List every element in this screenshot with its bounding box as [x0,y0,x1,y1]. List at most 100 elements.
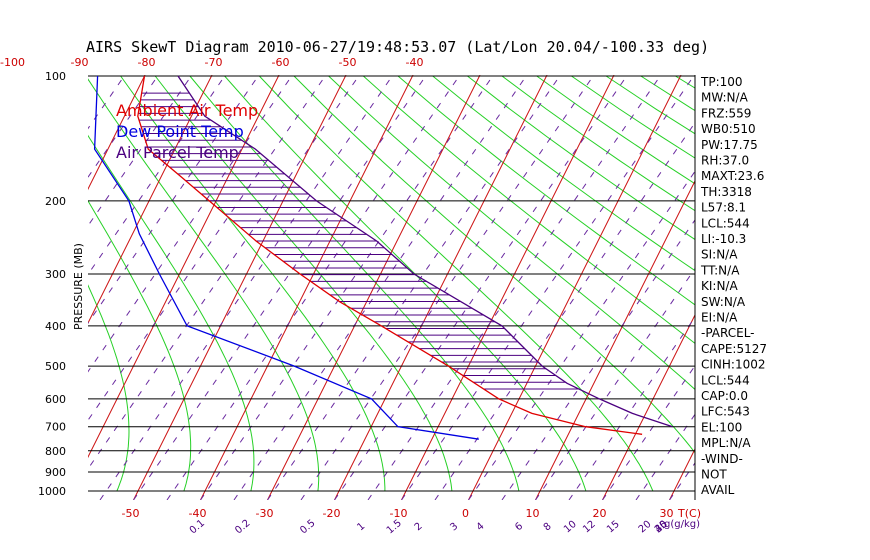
bottom-tick-label: -30 [256,507,274,520]
dry-adiabat [120,75,386,491]
index-label: PW:17.75 [701,138,758,152]
bottom-tick-label: -40 [189,507,207,520]
mixing-ratio-tick-label: 12 [581,519,598,536]
isotherm [468,75,682,500]
top-tick-label: -40 [406,56,424,69]
mixing-ratio-line [602,364,695,500]
mixing-ratio-line [501,219,695,500]
y-tick-label: 700 [45,421,66,434]
top-tick-label: -60 [272,56,290,69]
legend-entry: Dew Point Temp [116,122,244,141]
mixing-ratio-line [401,75,695,500]
mixing-ratio-tick-label: 1 [355,521,367,534]
legend: Ambient Air Temp Dew Point Temp Air Parcel… [116,101,258,162]
isotherm [669,447,695,500]
x-axis-label: T(C) [677,507,701,520]
mixing-ratio-line [233,75,528,500]
mixing-ratio-line [468,170,695,500]
isotherm [0,75,78,500]
index-label: LCL:544 [701,373,750,387]
legend-entry: Air Parcel Temp [116,143,239,162]
bottom-tick-label: 30 [660,507,674,520]
y-axis: 100 200 300 400 500 600 700 800 900 1000 [38,70,66,498]
dry-adiabat [745,76,870,491]
mixing-ratio-line [334,75,628,500]
dry-adiabat [397,75,695,306]
index-label: LCL:544 [701,216,750,230]
mixing-ratio-tick-label: 3 [448,521,460,534]
index-label: SI:N/A [701,248,738,262]
mixing-ratio-line [434,121,695,500]
bottom-tick-label: -50 [122,507,140,520]
index-label: EI:N/A [701,311,738,325]
index-label: CAP:0.0 [701,389,748,403]
y-tick-label: 1000 [38,485,66,498]
index-label: MW:N/A [701,91,749,105]
index-label: SW:N/A [701,295,746,309]
isotherm [0,75,11,500]
dry-adiabat [224,75,587,492]
bottom-tick-label: -20 [323,507,341,520]
mixing-ratio-tick-label: 1.5 [385,518,404,537]
mixing-ratio-line [200,75,494,500]
bottom-axis: -50 -40 -30 -20 -10 0 10 20 30 [122,507,674,520]
series-line [137,75,643,435]
index-label: TT:N/A [700,263,740,277]
bottom-tick-label: 0 [462,507,469,520]
dry-adiabat [88,134,255,492]
isotherm [88,75,146,191]
index-label: LI:-10.3 [701,232,746,246]
y-tick-label: 600 [45,393,66,406]
mixing-ratio-tick-label: 8 [542,521,554,534]
top-tick-label: -80 [138,56,156,69]
isotherm [804,75,870,500]
index-label: NOT [701,468,727,482]
isotherm [334,75,548,500]
dry-adiabat [328,75,695,391]
index-label: TH:3318 [700,185,752,199]
bottom-tick-label: 20 [593,507,607,520]
isotherm [602,313,695,500]
y-tick-label: 100 [45,70,66,83]
mixing-ratio-line [99,75,394,500]
dry-adiabat [258,75,654,492]
top-tick-label: -70 [205,56,223,69]
index-label: L57:8.1 [701,201,746,215]
mixing-ratio-tick-label: 0.2 [233,518,252,537]
y-tick-label: 500 [45,360,66,373]
index-label: AVAIL [701,483,735,497]
mixing-ratio-line [88,75,360,470]
index-label: MAXT:23.6 [701,169,764,183]
mixing-ratio-tick-label: 0.1 [188,518,207,537]
mixing-ratio-line [535,267,695,500]
dry-adiabat [501,75,695,212]
mixing-ratio-tick-label: 20 [637,519,654,536]
isotherm [401,75,615,500]
mixing-ratio-line [166,75,461,500]
top-tick-label: -100 [0,56,25,69]
mixing-ratio-line [0,75,24,500]
index-label: KI:N/A [701,279,738,293]
mixing-ratio-line [635,413,695,500]
y-axis-label: PRESSURE (MB) [72,243,85,330]
isotherm [133,75,347,500]
mixing-ratio-line [669,462,695,500]
series-line [177,75,673,428]
isotherm [267,75,481,500]
index-label: LFC:543 [701,405,750,419]
series-lines [93,75,673,440]
isotherm [535,179,695,500]
dry-adiabat [814,76,870,491]
dry-adiabat [293,75,695,454]
mixing-ratio-tick-label: 10 [562,519,579,536]
index-label: EL:100 [701,420,742,434]
mixing-ratio-tick-label: 6 [513,521,525,534]
bottom-tick-label: -10 [390,507,408,520]
index-label: MPL:N/A [701,436,751,450]
y-tick-label: 900 [45,466,66,479]
chart-title: AIRS SkewT Diagram 2010-06-27/19:48:53.0… [86,38,709,56]
index-label: -WIND- [701,452,743,466]
